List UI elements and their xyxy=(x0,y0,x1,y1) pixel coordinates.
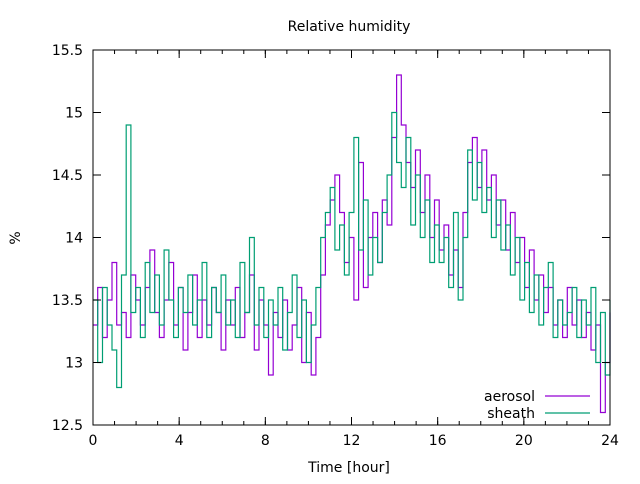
axes-layer: 0 4 8 12 16 20 24 12.5 13 13.5 14 14.5 15 15.5 xyxy=(52,43,619,449)
series-line-sheath xyxy=(93,111,611,389)
y-axis-label: % xyxy=(8,231,24,244)
y-tick-label: 13.5 xyxy=(52,293,83,309)
x-axis-label: Time [hour] xyxy=(307,460,390,476)
legend-label-aerosol: aerosol xyxy=(484,389,535,405)
x-tick-label: 24 xyxy=(601,433,619,449)
series-line-aerosol xyxy=(93,74,611,414)
x-tick-label: 16 xyxy=(429,433,447,449)
y-tick-label: 15 xyxy=(65,106,83,122)
chart-title: Relative humidity xyxy=(288,19,411,35)
y-tick-label: 15.5 xyxy=(52,43,83,59)
x-tick-label: 4 xyxy=(175,433,184,449)
y-tick-label: 12.5 xyxy=(52,418,83,434)
x-tick-label: 0 xyxy=(89,433,98,449)
series-layer xyxy=(93,74,611,414)
x-tick-label: 20 xyxy=(515,433,533,449)
y-tick-label: 14 xyxy=(65,231,83,247)
legend-label-sheath: sheath xyxy=(487,406,535,422)
y-tick-label: 13 xyxy=(65,356,83,372)
x-tick-label: 8 xyxy=(261,433,270,449)
y-tick-label: 14.5 xyxy=(52,168,83,184)
x-tick-label: 12 xyxy=(343,433,361,449)
